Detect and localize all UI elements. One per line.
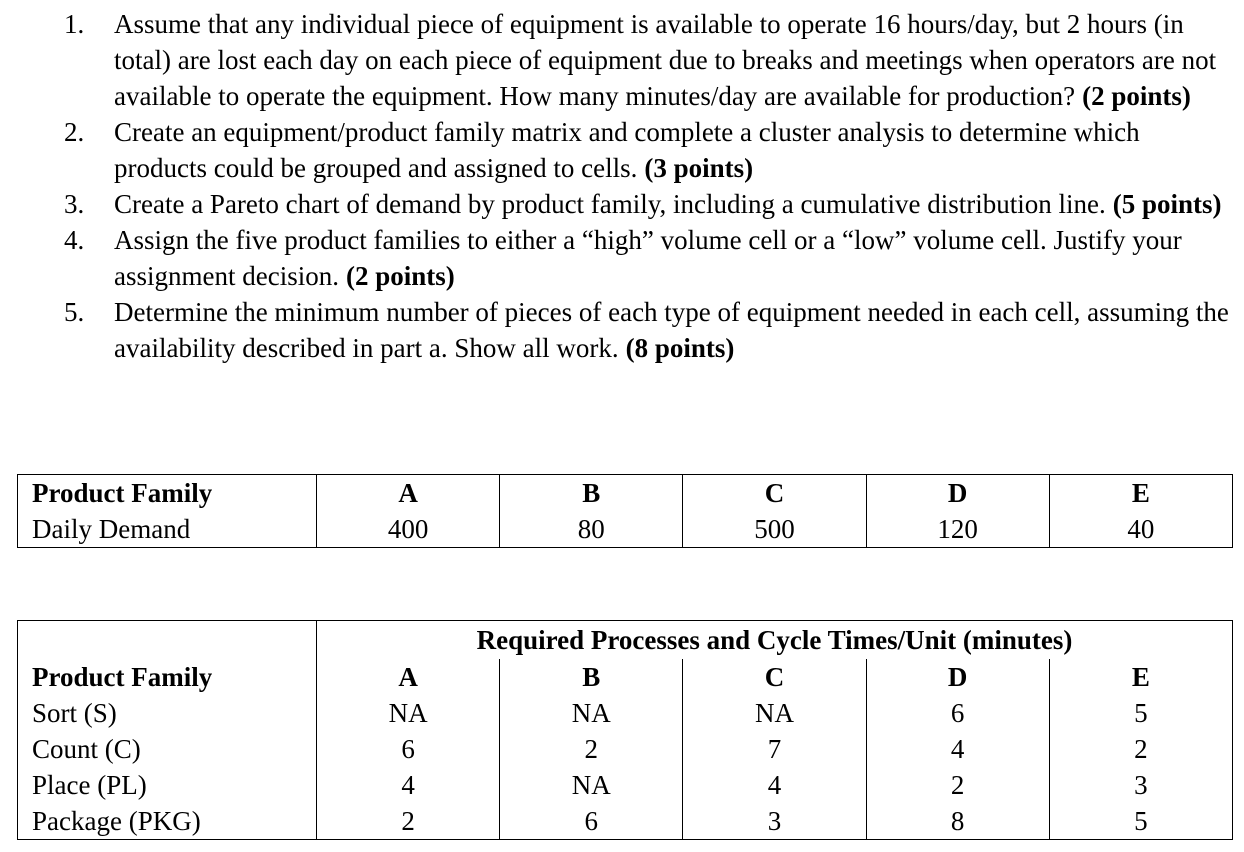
question-text-block: Determine the minimum number of pieces o… — [114, 294, 1230, 366]
data-row: Daily Demand 400 80 500 120 40 — [18, 511, 1233, 548]
question-text-block: Assume that any individual piece of equi… — [114, 6, 1230, 114]
question-number: 3. — [64, 189, 85, 219]
question-number: 5. — [64, 297, 85, 327]
data-row: Package (PKG) 2 6 3 8 5 — [18, 803, 1233, 840]
question-text: Create an equipment/product family matri… — [114, 117, 1140, 183]
data-cell: NA — [499, 695, 683, 731]
data-cell: 4 — [315, 767, 500, 803]
data-cell: 80 — [499, 511, 683, 548]
header-cell: A — [315, 474, 500, 511]
data-cell: NA — [315, 695, 500, 731]
data-cell: 8 — [865, 803, 1050, 840]
question-text: Assign the five product families to eith… — [114, 225, 1182, 291]
question-points: (2 points) — [345, 261, 455, 291]
title-row: Required Processes and Cycle Times/Unit … — [18, 620, 1233, 660]
question: 2. Create an equipment/product family mat… — [60, 114, 1230, 186]
question-text-block: Assign the five product families to eith… — [114, 222, 1230, 294]
data-row: Sort (S) NA NA NA 6 5 — [18, 695, 1233, 731]
data-cell: Daily Demand — [32, 514, 191, 544]
question-text: Create a Pareto chart of demand by produ… — [114, 189, 1106, 219]
question-text: Assume that any individual piece of equi… — [114, 9, 1217, 111]
data-cell: Place (PL) — [32, 770, 147, 800]
header-cell: D — [865, 659, 1050, 695]
data-cell: 40 — [1048, 511, 1233, 548]
header-cell: E — [1048, 659, 1233, 695]
question-points: (2 points) — [1082, 81, 1191, 111]
header-cell: C — [682, 474, 867, 511]
question: 4. Assign the five product families to ei… — [60, 222, 1230, 294]
empty-cell — [18, 621, 317, 660]
header-cell: B — [499, 474, 683, 511]
data-cell: 2 — [865, 767, 1050, 803]
demand-table: Product Family A B C D E Daily Demand 400 80 500 1… — [17, 474, 1233, 548]
data-cell: 4 — [865, 731, 1050, 767]
table-title: Required Processes and Cycle Times/Unit … — [316, 620, 1233, 659]
question-points: (8 points) — [625, 333, 735, 363]
question-number: 1. — [64, 9, 85, 39]
data-cell: 5 — [1048, 695, 1233, 731]
question-number: 4. — [64, 225, 85, 255]
data-cell: 6 — [865, 695, 1050, 731]
header-cell: D — [865, 474, 1050, 511]
data-cell: 6 — [499, 803, 683, 840]
question: 5. Determine the minimum number of pieces… — [60, 294, 1230, 366]
question-text: Determine the minimum number of pieces o… — [114, 297, 1229, 363]
data-cell: 500 — [682, 511, 867, 548]
data-cell: 2 — [315, 803, 500, 840]
data-cell: 7 — [682, 731, 867, 767]
header-cell: C — [682, 659, 867, 695]
data-cell: Count (C) — [32, 734, 141, 764]
header-cell: A — [315, 659, 500, 695]
data-cell: 2 — [1048, 731, 1233, 767]
data-cell: 3 — [682, 803, 867, 840]
process-table: Required Processes and Cycle Times/Unit … — [17, 620, 1233, 840]
data-cell: NA — [682, 695, 867, 731]
data-cell: 6 — [315, 731, 500, 767]
data-cell: NA — [499, 767, 683, 803]
question: 1. Assume that any individual piece of eq… — [60, 6, 1230, 114]
data-row: Count (C) 6 2 7 4 2 — [18, 731, 1233, 767]
question-list: 1. Assume that any individual piece of eq… — [60, 6, 1230, 366]
header-cell: Product Family — [32, 662, 213, 692]
question-number: 2. — [64, 117, 85, 147]
question: 3. Create a Pareto chart of demand by pro… — [60, 186, 1230, 222]
question-text-block: Create an equipment/product family matri… — [114, 114, 1230, 186]
header-cell: B — [499, 659, 683, 695]
question-points: (5 points) — [1112, 189, 1222, 219]
header-cell: Product Family — [32, 478, 213, 508]
header-row: Product Family A B C D E — [18, 659, 1233, 695]
data-cell: 120 — [865, 511, 1050, 548]
data-cell: Package (PKG) — [32, 806, 201, 836]
data-cell: 400 — [315, 511, 500, 548]
header-row: Product Family A B C D E — [18, 474, 1233, 511]
data-cell: 2 — [499, 731, 683, 767]
data-cell: 3 — [1048, 767, 1233, 803]
data-cell: 5 — [1048, 803, 1233, 840]
question-text-block: Create a Pareto chart of demand by produ… — [114, 186, 1230, 222]
data-row: Place (PL) 4 NA 4 2 3 — [18, 767, 1233, 803]
data-cell: Sort (S) — [32, 698, 117, 728]
data-cell: 4 — [682, 767, 867, 803]
header-cell: E — [1048, 474, 1233, 511]
question-points: (3 points) — [644, 153, 754, 183]
